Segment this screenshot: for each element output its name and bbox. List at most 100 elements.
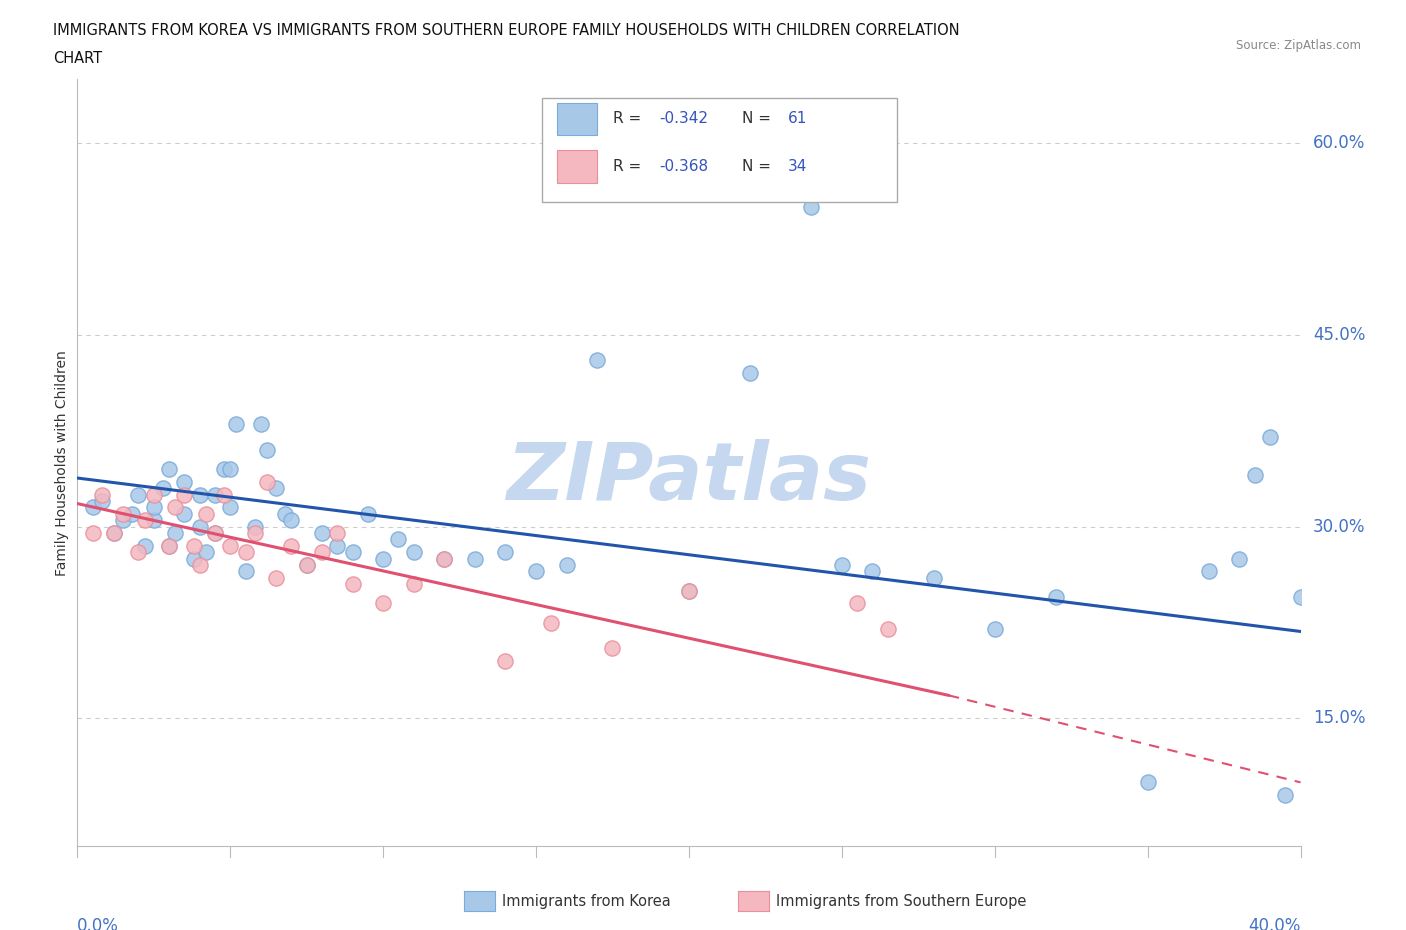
Point	[219, 500, 242, 515]
Point	[112, 507, 135, 522]
Point	[311, 545, 333, 560]
Point	[264, 570, 287, 585]
Point	[157, 538, 180, 553]
Text: N =: N =	[741, 112, 776, 126]
Point	[134, 512, 156, 527]
Point	[204, 525, 226, 540]
FancyBboxPatch shape	[557, 103, 598, 135]
Text: IMMIGRANTS FROM KOREA VS IMMIGRANTS FROM SOUTHERN EUROPE FAMILY HOUSEHOLDS WITH : IMMIGRANTS FROM KOREA VS IMMIGRANTS FROM…	[53, 23, 960, 38]
Point	[678, 583, 700, 598]
Point	[295, 558, 318, 573]
Text: 40.0%: 40.0%	[1249, 917, 1301, 930]
Point	[188, 558, 211, 573]
Point	[326, 525, 349, 540]
Point	[311, 525, 333, 540]
Text: Immigrants from Korea: Immigrants from Korea	[502, 894, 671, 909]
Point	[800, 200, 823, 215]
Point	[157, 538, 180, 553]
Point	[152, 481, 174, 496]
FancyBboxPatch shape	[557, 151, 598, 182]
Point	[103, 525, 125, 540]
Point	[1045, 590, 1067, 604]
Point	[142, 512, 165, 527]
Point	[157, 461, 180, 476]
Point	[295, 558, 318, 573]
Point	[188, 487, 211, 502]
Point	[326, 538, 349, 553]
Point	[1289, 590, 1312, 604]
Text: 60.0%: 60.0%	[1313, 134, 1365, 152]
Text: 15.0%: 15.0%	[1313, 710, 1365, 727]
Point	[90, 494, 112, 509]
Point	[204, 487, 226, 502]
Point	[464, 551, 486, 566]
Text: Source: ZipAtlas.com: Source: ZipAtlas.com	[1236, 39, 1361, 52]
Point	[134, 538, 156, 553]
Point	[82, 500, 104, 515]
Point	[495, 654, 517, 669]
Text: 30.0%: 30.0%	[1313, 518, 1365, 536]
Text: 45.0%: 45.0%	[1313, 326, 1365, 344]
Point	[274, 507, 297, 522]
Point	[165, 525, 187, 540]
Point	[540, 615, 562, 630]
Point	[183, 551, 205, 566]
Point	[1258, 430, 1281, 445]
Point	[402, 577, 425, 591]
Text: -0.368: -0.368	[659, 159, 709, 174]
Point	[235, 564, 257, 578]
Point	[922, 570, 945, 585]
Point	[876, 621, 898, 636]
Point	[357, 507, 380, 522]
Point	[219, 461, 242, 476]
Point	[212, 461, 235, 476]
Y-axis label: Family Households with Children: Family Households with Children	[55, 350, 69, 576]
Point	[862, 564, 884, 578]
Text: 34: 34	[787, 159, 807, 174]
Text: R =: R =	[613, 112, 647, 126]
Point	[204, 525, 226, 540]
Point	[342, 577, 364, 591]
Point	[433, 551, 456, 566]
Point	[555, 558, 578, 573]
Point	[1136, 775, 1159, 790]
Point	[1229, 551, 1251, 566]
Point	[225, 417, 247, 432]
Point	[212, 487, 235, 502]
Point	[142, 487, 165, 502]
Point	[984, 621, 1007, 636]
Point	[846, 596, 869, 611]
Point	[740, 365, 762, 380]
Point	[194, 507, 217, 522]
Text: -0.342: -0.342	[659, 112, 709, 126]
Point	[342, 545, 364, 560]
Text: 0.0%: 0.0%	[77, 917, 120, 930]
Point	[371, 596, 394, 611]
FancyBboxPatch shape	[543, 99, 897, 202]
Point	[678, 583, 700, 598]
Point	[112, 512, 135, 527]
Point	[188, 519, 211, 534]
Point	[264, 481, 287, 496]
Text: 61: 61	[787, 112, 807, 126]
Point	[495, 545, 517, 560]
Text: CHART: CHART	[53, 51, 103, 66]
Point	[165, 500, 187, 515]
Point	[142, 500, 165, 515]
Point	[402, 545, 425, 560]
Text: N =: N =	[741, 159, 776, 174]
Point	[173, 474, 195, 489]
Point	[1243, 468, 1265, 483]
Point	[103, 525, 125, 540]
Point	[524, 564, 547, 578]
Point	[586, 353, 609, 368]
Point	[831, 558, 853, 573]
Point	[194, 545, 217, 560]
Text: ZIPatlas: ZIPatlas	[506, 439, 872, 517]
Point	[173, 487, 195, 502]
Point	[371, 551, 394, 566]
Point	[1274, 788, 1296, 803]
Point	[602, 641, 624, 656]
Point	[243, 519, 266, 534]
Point	[256, 474, 278, 489]
